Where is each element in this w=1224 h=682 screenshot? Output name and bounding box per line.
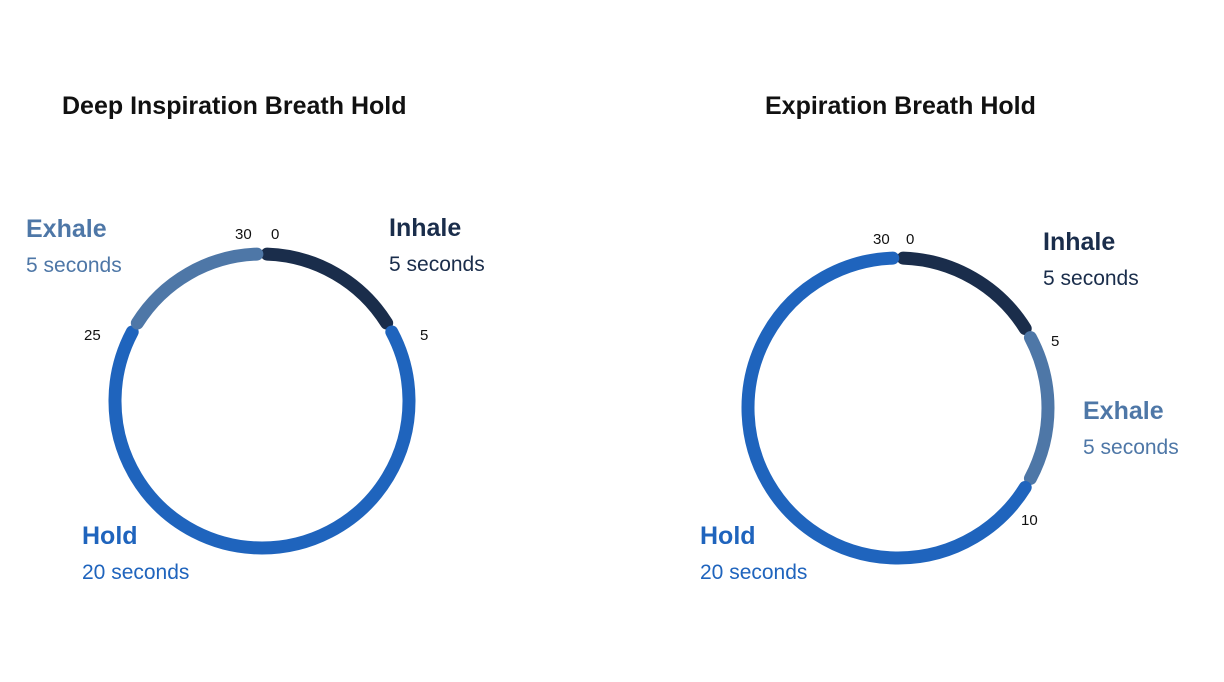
ebh-hold-name: Hold <box>700 522 756 550</box>
dibh-inhale-duration: 5 seconds <box>389 253 485 276</box>
dibh-exhale-arc <box>130 247 264 330</box>
ebh-hold-arc <box>741 251 1032 565</box>
ebh-inhale-arc <box>896 251 1032 336</box>
ebh-panel: Expiration Breath Hold 30 0 5 10 Inhale … <box>612 0 1224 682</box>
dibh-exhale-name: Exhale <box>26 215 107 243</box>
ebh-inhale-duration: 5 seconds <box>1043 267 1139 290</box>
dibh-hold-label: Hold 20 seconds <box>82 521 189 587</box>
dibh-hold-arc <box>108 325 416 555</box>
ebh-tick-30: 30 <box>873 231 890 248</box>
ebh-tick-5: 5 <box>1051 333 1059 350</box>
ebh-inhale-name: Inhale <box>1043 228 1116 256</box>
dibh-tick-0: 0 <box>271 226 279 243</box>
ebh-exhale-duration: 5 seconds <box>1083 436 1179 459</box>
ebh-tick-0: 0 <box>906 231 914 248</box>
ebh-exhale-name: Exhale <box>1083 397 1164 425</box>
ebh-exhale-label: Exhale 5 seconds <box>1083 396 1179 462</box>
dibh-tick-30: 30 <box>235 226 252 243</box>
dibh-exhale-duration: 5 seconds <box>26 254 122 277</box>
dibh-inhale-name: Inhale <box>389 214 462 242</box>
ebh-hold-duration: 20 seconds <box>700 561 808 584</box>
dibh-panel: Deep Inspiration Breath Hold 30 0 5 25 I… <box>26 92 485 587</box>
dibh-hold-name: Hold <box>82 522 138 550</box>
dibh-tick-5: 5 <box>420 327 428 344</box>
ebh-exhale-arc <box>1023 331 1055 485</box>
ebh-hold-label: Hold 20 seconds <box>700 521 807 587</box>
dibh-inhale-arc <box>260 247 394 330</box>
dibh-inhale-label: Inhale 5 seconds <box>389 213 485 279</box>
ebh-inhale-label: Inhale 5 seconds <box>1043 227 1139 293</box>
dibh-title: Deep Inspiration Breath Hold <box>62 92 407 120</box>
ebh-tick-10: 10 <box>1021 512 1038 529</box>
ebh-title: Expiration Breath Hold <box>765 92 1036 120</box>
dibh-exhale-label: Exhale 5 seconds <box>26 214 122 280</box>
dibh-hold-duration: 20 seconds <box>82 561 190 584</box>
dibh-tick-25: 25 <box>84 327 101 344</box>
dibh-cycle-diagram: 30 0 5 25 <box>84 226 428 555</box>
ebh-cycle-diagram: 30 0 5 10 <box>741 231 1059 565</box>
